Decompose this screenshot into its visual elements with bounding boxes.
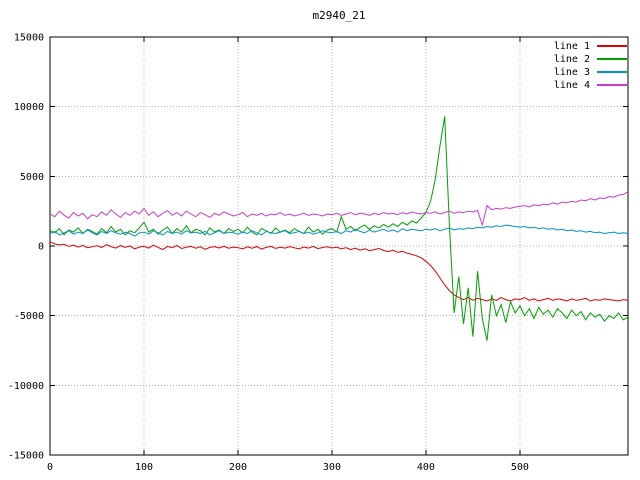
y-tick-label: 5000	[20, 172, 44, 183]
legend-line-sample	[597, 45, 627, 47]
y-tick-label: 15000	[14, 33, 44, 44]
series-line-2	[49, 116, 629, 341]
legend-label: line 3	[553, 66, 590, 78]
legend-line-sample	[597, 58, 627, 60]
page-title: m2940_21	[312, 9, 366, 22]
x-tick-label: 300	[323, 462, 341, 473]
x-tick-label: 200	[229, 462, 247, 473]
y-tick-label: -15000	[8, 451, 44, 462]
y-tick-label: 0	[38, 242, 44, 253]
legend-entry: line 4	[553, 79, 627, 91]
legend-label: line 1	[553, 40, 590, 52]
legend-label: line 2	[553, 53, 590, 65]
legend-line-sample	[597, 71, 627, 73]
legend-line-sample	[597, 84, 627, 86]
x-tick-label: 0	[47, 462, 53, 473]
legend-entry: line 2	[553, 53, 627, 65]
legend-entry: line 1	[553, 40, 627, 52]
legend-entry: line 3	[553, 66, 627, 78]
legend-label: line 4	[553, 79, 590, 91]
y-tick-label: -5000	[14, 311, 44, 322]
x-tick-label: 100	[135, 462, 153, 473]
series-line-1	[49, 241, 629, 302]
series-line-3	[49, 224, 629, 237]
legend: line 1 line 2 line 3 line 4	[553, 40, 627, 91]
x-tick-label: 400	[417, 462, 435, 473]
series-line-4	[49, 191, 629, 227]
x-tick-label: 500	[511, 462, 529, 473]
y-tick-label: 10000	[14, 102, 44, 113]
y-tick-label: -10000	[8, 381, 44, 392]
